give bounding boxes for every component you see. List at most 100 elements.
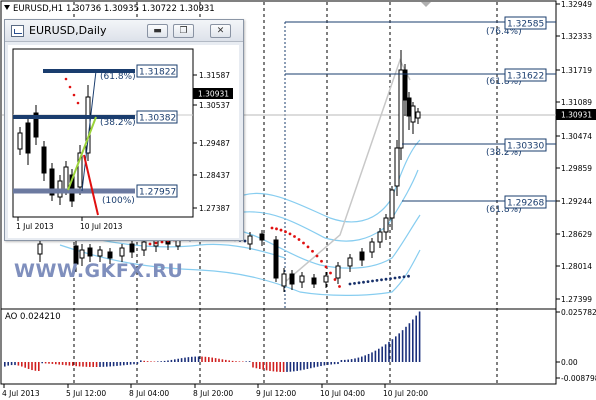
- ao-bar: [140, 360, 142, 362]
- chart-window-icon: [11, 25, 24, 37]
- fib-price-box-1: [504, 16, 547, 30]
- ao-bar: [231, 360, 234, 362]
- ao-bar: [157, 361, 159, 362]
- close-button[interactable]: ✕: [210, 24, 231, 38]
- ao-bar: [184, 357, 186, 362]
- ao-bar: [27, 362, 30, 369]
- fib-price-box-3: [504, 138, 547, 152]
- candles: [37, 50, 421, 292]
- sar-blue-dot: [243, 239, 247, 243]
- price-tick: 1.32333: [561, 32, 592, 41]
- sar-red-dot: [338, 285, 341, 288]
- ao-bar: [177, 358, 179, 362]
- daily-price-tick: 1.30537: [199, 101, 230, 110]
- fib-price-1: 1.32585: [507, 20, 544, 30]
- ao-bar: [129, 362, 132, 365]
- daily-price-tick: 1.28437: [199, 171, 230, 180]
- daily-fib-lines: [13, 69, 135, 194]
- fib-price-box-2: [504, 68, 547, 82]
- daily-price-tick: 1.31587: [199, 71, 230, 80]
- watermark: WWW.GKFX.RU: [14, 260, 183, 282]
- sar-red-dot: [288, 232, 292, 236]
- sar-red-dot: [302, 241, 305, 245]
- ao-bar: [85, 362, 88, 367]
- ao-tick: 0.025782: [561, 308, 596, 317]
- daily-window-titlebar[interactable]: EURUSD,Daily ▬ ❐ ✕: [5, 20, 243, 42]
- ao-bar: [208, 357, 210, 362]
- ao-axis: 0.025782 0.00 -0.008798: [556, 308, 596, 383]
- ao-bar: [265, 362, 268, 371]
- daily-red-trend: [83, 154, 99, 216]
- ao-subwindow-frame: [0, 308, 557, 385]
- daily-chart[interactable]: (61.8%) 1.31822 (38.2%) 1.30382 (100%) 1…: [8, 45, 240, 239]
- restore-button[interactable]: ❐: [173, 24, 194, 38]
- sar-red-dot: [275, 227, 278, 231]
- time-tick: 9 Jul 12:00: [256, 389, 296, 398]
- current-price-tag: [556, 109, 596, 120]
- daily-price-axis: 1.31587 1.30537 1.29487 1.28437 1.27387: [193, 71, 230, 213]
- ao-bar: [252, 362, 254, 368]
- ao-bar: [235, 361, 237, 362]
- fib-price-box-4: [504, 195, 547, 209]
- ao-bar: [51, 362, 54, 364]
- ao-bar: [259, 362, 261, 369]
- ao-bar: [401, 330, 404, 362]
- fib-pct-1: (76.4%): [486, 27, 522, 37]
- ao-bar: [221, 359, 224, 362]
- sar-blue-dot: [362, 280, 365, 284]
- symbol-dropdown-icon[interactable]: [4, 5, 10, 10]
- daily-time-axis: 1 Jul 2013 10 Jul 2013: [16, 217, 123, 231]
- time-tick: 8 Jul 20:00: [193, 389, 233, 398]
- ao-bar: [418, 311, 421, 362]
- ao-bar: [279, 362, 281, 372]
- ao-bar: [262, 362, 264, 370]
- fib-pct-3: (38.2%): [486, 148, 522, 158]
- ao-bar: [211, 357, 213, 362]
- ao-bar: [150, 361, 152, 362]
- ao-bar: [238, 361, 241, 362]
- ao-bar: [4, 362, 6, 367]
- symbol-label: EURUSD,H1: [13, 4, 63, 14]
- ao-bar: [395, 336, 397, 362]
- minimize-button[interactable]: ▬: [147, 24, 168, 38]
- ao-bar: [412, 319, 414, 362]
- sar-blue-dot: [375, 279, 379, 282]
- daily-chart-window[interactable]: EURUSD,Daily ▬ ❐ ✕: [4, 19, 244, 241]
- sar-blue-dot: [384, 277, 388, 281]
- ao-bar: [41, 362, 43, 364]
- price-tick: 1.28629: [561, 230, 592, 239]
- fib-anchor-triangle-icon[interactable]: [421, 2, 431, 7]
- ao-bar: [112, 362, 115, 367]
- price-axis: 1.32949 1.32333 1.31719 1.31089 1.30474 …: [556, 0, 592, 304]
- ao-bar: [340, 359, 343, 362]
- price-tick: 1.28014: [561, 262, 592, 271]
- ao-bar: [248, 361, 251, 362]
- sar-red-dot: [324, 265, 328, 269]
- ao-bar: [330, 362, 332, 365]
- ao-bar: [333, 362, 336, 365]
- ao-bar: [384, 344, 387, 362]
- ao-bar: [286, 362, 288, 372]
- ao-bar: [323, 362, 326, 366]
- ao-bar: [116, 362, 118, 366]
- ao-bar: [48, 362, 50, 364]
- sar-red-dot: [160, 240, 164, 244]
- ao-bar: [82, 362, 84, 367]
- ao-bar: [68, 362, 71, 366]
- ao-bar: [255, 362, 258, 369]
- sar-red-dot: [293, 235, 296, 238]
- ao-bar: [204, 356, 207, 362]
- fib-pct-2: (61.8%): [486, 77, 522, 87]
- price-tick: 1.31719: [561, 66, 592, 75]
- sar-red-dot: [311, 249, 314, 253]
- daily-current-price-value: 1.30931: [198, 90, 229, 99]
- daily-fib-price-3: 1.27957: [139, 188, 176, 198]
- ao-bar: [61, 362, 64, 365]
- ao-bar: [7, 362, 9, 366]
- ao-bar: [415, 315, 417, 362]
- ao-bar: [391, 339, 394, 362]
- fib-price-3: 1.30330: [507, 142, 544, 152]
- sar-blue-dot: [371, 279, 374, 283]
- daily-price-tick: 1.29487: [199, 139, 230, 148]
